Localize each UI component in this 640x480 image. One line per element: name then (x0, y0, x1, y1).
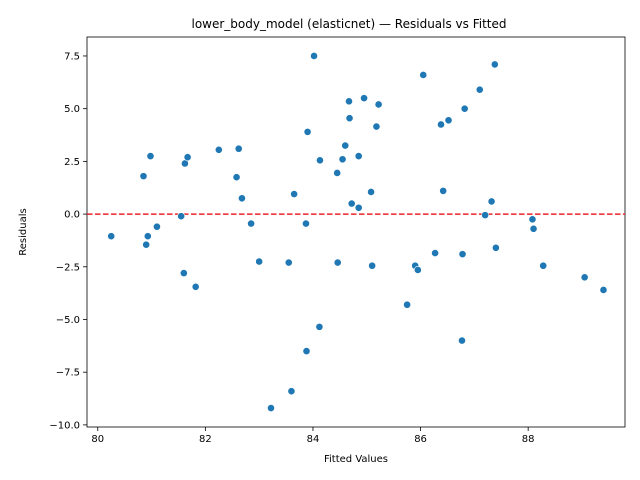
scatter-point (302, 347, 311, 356)
scatter-point (333, 169, 342, 177)
scatter-point (374, 100, 383, 109)
scatter-point (490, 60, 499, 69)
y-axis-label: Residuals (18, 208, 29, 255)
y-tick-label: 7.5 (64, 51, 80, 62)
scatter-point (413, 266, 422, 274)
scatter-point (287, 387, 296, 396)
y-tick-label: 2.5 (64, 157, 80, 168)
x-tick-label: 86 (414, 434, 427, 445)
x-tick-label: 82 (199, 434, 212, 445)
scatter-point (580, 273, 589, 282)
scatter-point (528, 215, 537, 224)
scatter-point (284, 258, 293, 267)
scatter-point (316, 156, 324, 165)
scatter-point (419, 71, 428, 79)
scatter-point (232, 173, 241, 182)
scatter-point (179, 269, 188, 278)
scatter-point (458, 250, 467, 259)
scatter-point (431, 249, 439, 257)
scatter-point (177, 212, 186, 221)
scatter-point (191, 282, 200, 291)
scatter-point (338, 155, 347, 164)
plot-area (86, 36, 626, 428)
scatter-point (367, 188, 375, 196)
scatter-point (153, 222, 161, 231)
scatter-point (143, 232, 152, 241)
y-tick-label: 5.0 (64, 104, 80, 115)
scatter-point (183, 153, 192, 162)
scatter-point (333, 258, 342, 267)
scatter-point (267, 404, 275, 412)
scatter-point (354, 152, 363, 161)
scatter-point (302, 219, 310, 228)
scatter-point (290, 190, 299, 198)
chart-title: lower_body_model (elasticnet) — Residual… (192, 17, 507, 31)
x-tick-label: 84 (307, 434, 320, 445)
scatter-point (345, 114, 354, 123)
scatter-point (341, 141, 350, 150)
scatter-point (599, 286, 608, 294)
scatter-point (345, 97, 353, 106)
scatter-point (539, 261, 548, 270)
scatter-point (458, 336, 466, 345)
scatter-point (360, 94, 368, 103)
scatter-point (481, 211, 490, 220)
scatter-point (437, 120, 445, 129)
scatter-point (315, 322, 324, 331)
scatter-point (403, 300, 412, 309)
x-axis-label: Fitted Values (324, 454, 388, 465)
y-tick-label: −10.0 (49, 420, 80, 431)
scatter-point (238, 194, 246, 203)
scatter-point (475, 85, 484, 94)
scatter-point (146, 152, 155, 161)
scatter-point (368, 261, 377, 270)
scatter-point (439, 186, 448, 195)
y-tick-label: 0.0 (64, 210, 80, 221)
y-tick-label: −7.5 (56, 368, 80, 379)
scatter-point (444, 116, 453, 125)
y-tick-label: −5.0 (56, 315, 80, 326)
scatter-point (372, 122, 381, 131)
scatter-point (347, 199, 356, 208)
x-tick-label: 80 (91, 434, 104, 445)
scatter-point (310, 52, 318, 60)
x-tick-label: 88 (522, 434, 535, 445)
scatter-points (107, 52, 608, 412)
scatter-point (460, 104, 469, 113)
scatter-point (529, 224, 538, 233)
scatter-point (487, 197, 496, 206)
x-axis: 80 82 84 86 88 (91, 427, 535, 445)
scatter-point (354, 203, 363, 212)
scatter-point (491, 243, 500, 252)
scatter-point (234, 144, 243, 153)
scatter-point (142, 240, 151, 249)
scatter-point (107, 232, 116, 241)
scatter-point (214, 145, 223, 154)
y-tick-label: −2.5 (56, 262, 80, 273)
scatter-point (303, 127, 312, 136)
scatter-point (247, 219, 255, 228)
scatter-point (139, 172, 148, 181)
y-axis: −10.0 −7.5 −5.0 −2.5 0.0 2.5 5.0 7.5 (49, 51, 87, 431)
scatter-point (255, 257, 264, 266)
